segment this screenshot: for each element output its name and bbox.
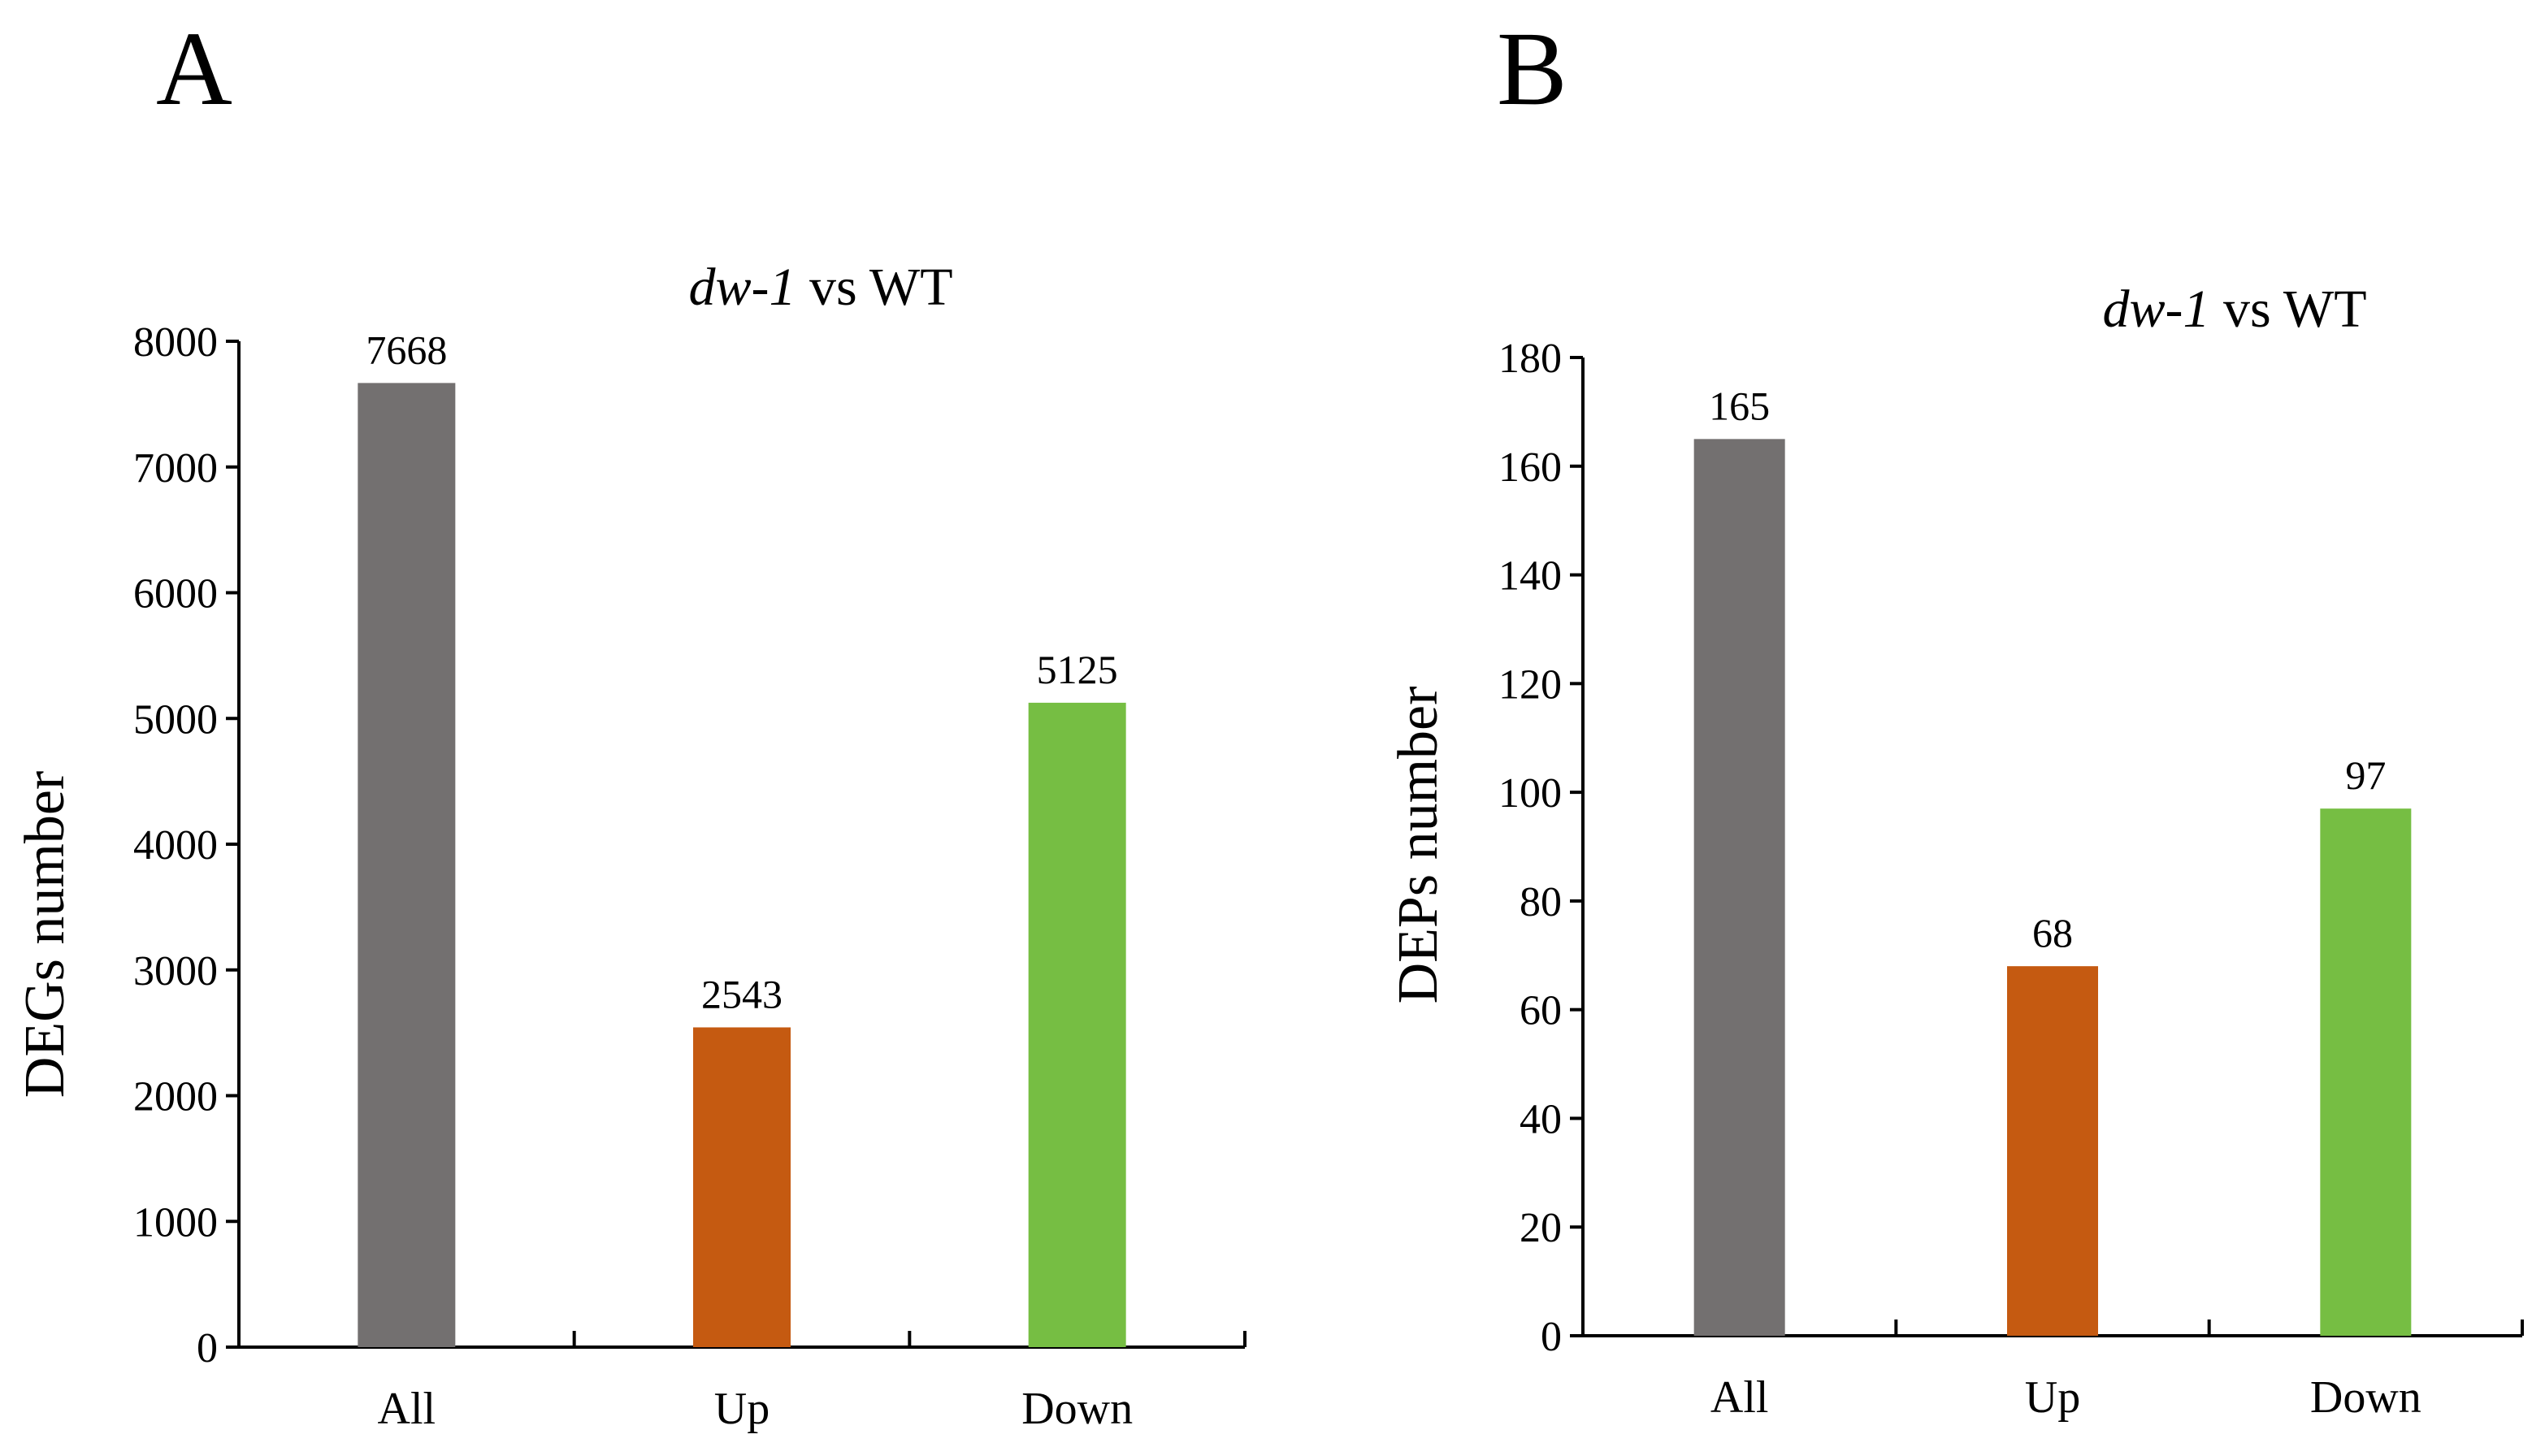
- y-tick-label: 60: [1520, 988, 1562, 1034]
- y-tick-label: 4000: [133, 822, 218, 869]
- y-axis-title: DEPs number: [1387, 687, 1450, 1004]
- chart-title-italic: dw-1: [2102, 280, 2209, 339]
- y-tick-label: 40: [1520, 1096, 1562, 1142]
- y-tick-label: 120: [1498, 661, 1562, 708]
- chart-title: dw-1 vs WT: [688, 258, 952, 317]
- x-tick-label-down: Down: [1021, 1384, 1133, 1434]
- chart-b: 0 20 40 60 80 100 120 140 160 180 165 All 68 Up 97 Down…: [1387, 280, 2524, 1423]
- bar-up: [693, 1027, 791, 1347]
- chart-title-rest: vs WT: [796, 258, 952, 317]
- chart-title-italic: dw-1: [688, 258, 796, 317]
- y-axis-title: DEGs number: [14, 771, 76, 1098]
- bar-all: [1693, 439, 1785, 1337]
- panel-letter-a: A: [156, 11, 232, 128]
- y-tick-label: 1000: [133, 1199, 218, 1246]
- data-label-down: 5125: [1037, 647, 1118, 692]
- y-tick-label: 7000: [133, 445, 218, 492]
- x-tick-label-all: All: [378, 1384, 436, 1434]
- x-tick-label-up: Up: [2025, 1372, 2080, 1423]
- chart-title: dw-1 vs WT: [2102, 280, 2366, 339]
- y-tick-label: 3000: [133, 948, 218, 994]
- data-label-all: 165: [1709, 383, 1770, 428]
- y-tick-label: 160: [1498, 444, 1562, 491]
- y-tick-label: 6000: [133, 571, 218, 618]
- y-tick-label: 0: [197, 1325, 218, 1372]
- bar-down: [2320, 808, 2412, 1336]
- y-tick-label: 20: [1520, 1205, 1562, 1251]
- x-tick-label-up: Up: [714, 1384, 770, 1434]
- bar-up: [2007, 966, 2098, 1336]
- x-tick-label-all: All: [1710, 1372, 1769, 1423]
- data-label-up: 2543: [701, 971, 783, 1016]
- y-tick-label: 0: [1541, 1314, 1562, 1360]
- chart-a: 0 1000 2000 3000 4000 5000 6000 7000 8000 7668 All…: [14, 258, 1246, 1434]
- y-tick-label: 8000: [133, 319, 218, 366]
- data-label-all: 7668: [366, 327, 447, 372]
- y-tick-label: 80: [1520, 879, 1562, 925]
- data-label-up: 68: [2032, 910, 2073, 956]
- y-tick-label: 140: [1498, 553, 1562, 600]
- x-tick-label-down: Down: [2310, 1372, 2421, 1423]
- y-tick-label: 180: [1498, 336, 1562, 382]
- y-tick-label: 5000: [133, 696, 218, 743]
- y-tick-label: 100: [1498, 770, 1562, 817]
- y-tick-label: 2000: [133, 1074, 218, 1120]
- chart-title-rest: vs WT: [2209, 280, 2366, 339]
- bar-all: [358, 383, 456, 1348]
- data-label-down: 97: [2345, 752, 2386, 798]
- bar-down: [1028, 702, 1126, 1347]
- panel-letter-b: B: [1497, 11, 1567, 128]
